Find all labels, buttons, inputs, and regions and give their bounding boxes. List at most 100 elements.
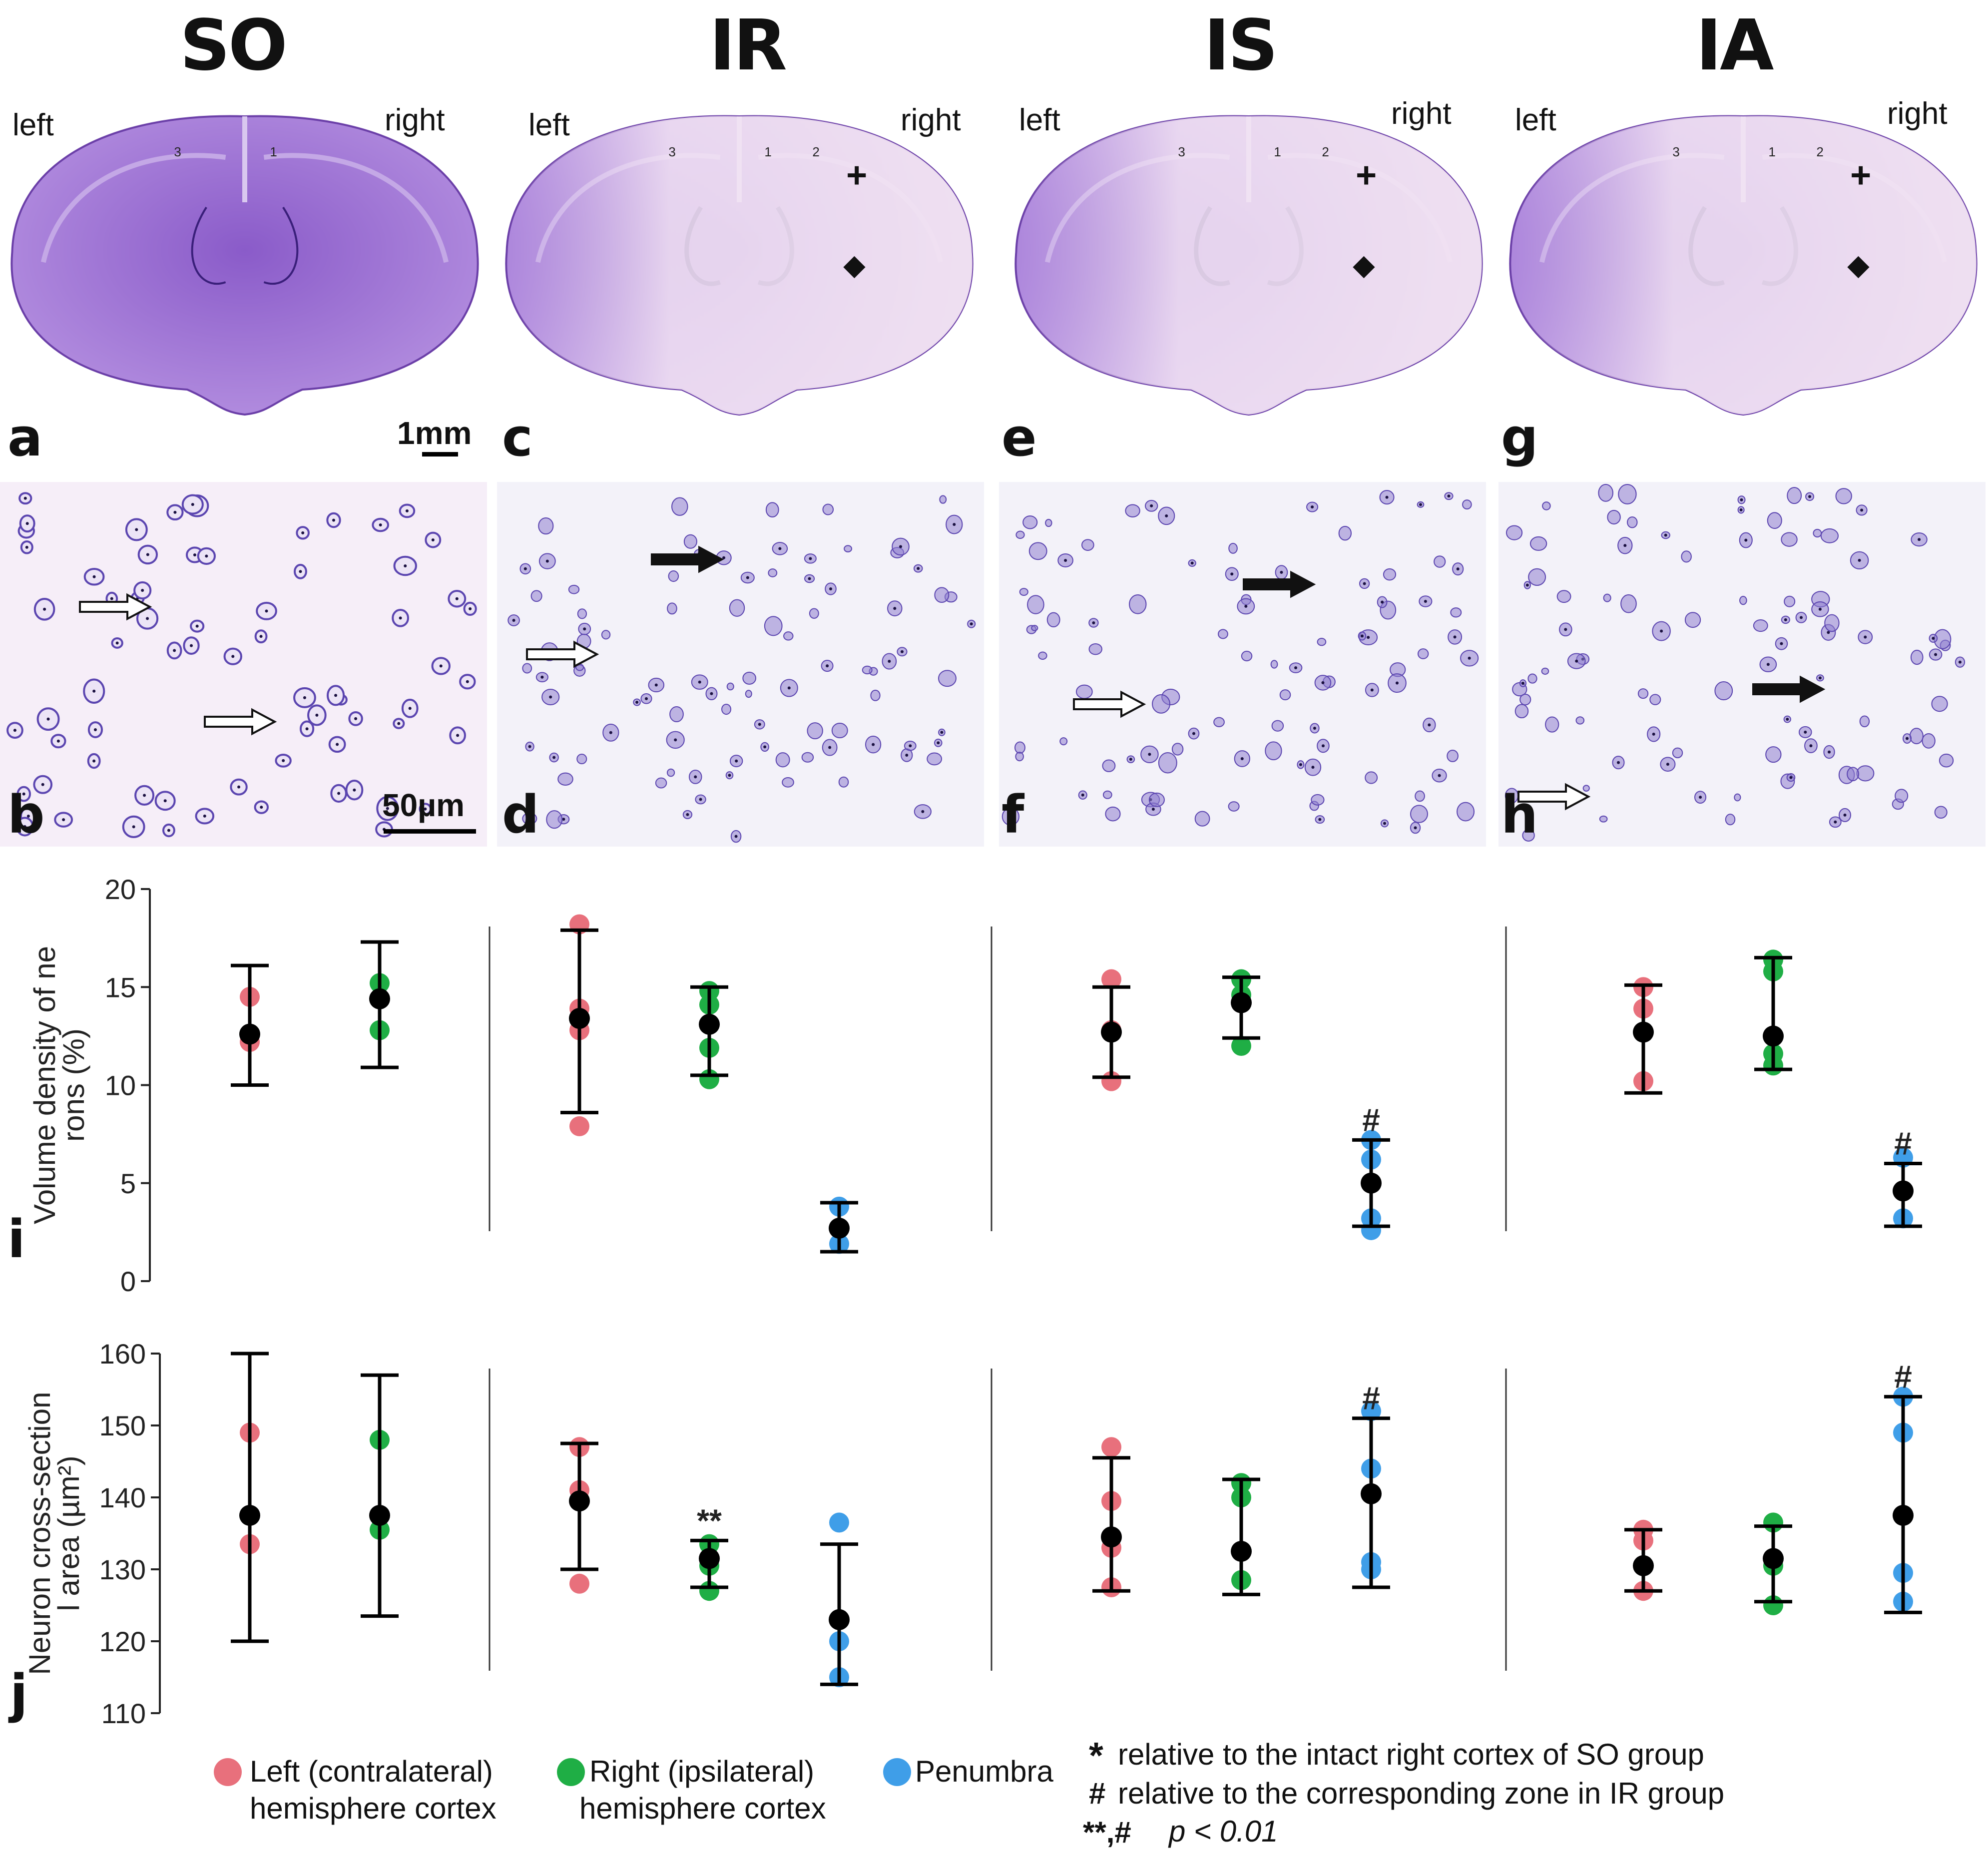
neuron — [1228, 801, 1240, 812]
neuron — [1519, 693, 1531, 706]
nucleolus — [1318, 818, 1322, 821]
nucleolus — [22, 792, 25, 796]
filled-arrow — [651, 545, 724, 573]
nucleolus — [635, 700, 639, 704]
nucleolus — [1804, 730, 1807, 734]
nucleolus — [1165, 514, 1168, 517]
nucleolus — [173, 510, 177, 514]
neuron — [666, 768, 675, 777]
panel-letter-i: i — [7, 1209, 25, 1270]
zone-number: 1 — [270, 144, 277, 159]
nucleolus — [1381, 600, 1384, 604]
diamond-marker: ◆ — [1847, 249, 1870, 281]
nucleolus — [1780, 642, 1783, 645]
nucleolus — [46, 717, 50, 721]
y-tick-label: 15 — [105, 971, 136, 1003]
neuron — [1505, 525, 1523, 540]
scale-bar-1mm-label: 1mm — [397, 415, 472, 451]
nucleolus — [1843, 813, 1847, 817]
neuron — [1556, 590, 1571, 603]
nucleolus — [466, 680, 469, 683]
nucleolus — [404, 564, 407, 567]
legend-hash-text: relative to the corresponding zone in IR… — [1118, 1777, 1725, 1810]
neuron — [1545, 716, 1559, 733]
mean-point — [1101, 1021, 1122, 1043]
nucleolus — [829, 587, 833, 591]
nucleolus — [1784, 618, 1787, 621]
nucleolus — [562, 818, 565, 821]
neuron — [1603, 593, 1611, 602]
panel-letter-g: g — [1501, 407, 1538, 468]
nucleolus — [1864, 635, 1867, 639]
panel-letter-e: e — [1001, 407, 1037, 468]
mean-point — [1231, 992, 1252, 1013]
neuron — [1767, 512, 1782, 529]
data-point-left — [569, 1573, 589, 1594]
plus-marker: + — [846, 155, 867, 195]
neuron — [1338, 525, 1352, 541]
label-left-g: left — [1515, 103, 1556, 137]
nucleolus — [905, 753, 909, 757]
neuron — [838, 776, 849, 788]
nucleolus — [1809, 744, 1813, 748]
neuron — [1038, 651, 1047, 660]
zone-number: 3 — [668, 144, 675, 159]
nucleolus — [1918, 538, 1921, 541]
mean-point — [1763, 1025, 1784, 1047]
neuron — [939, 495, 947, 504]
nucleolus — [25, 522, 29, 525]
neuron — [721, 703, 732, 715]
neuron — [1541, 667, 1549, 675]
nucleolus — [259, 635, 263, 638]
neuron — [1934, 806, 1948, 819]
nucleolus — [1808, 495, 1812, 498]
nucleolus — [1385, 495, 1389, 499]
nucleolus — [1321, 681, 1325, 684]
nucleolus — [528, 745, 531, 748]
nucleolus — [399, 616, 402, 620]
nucleolus — [540, 675, 544, 679]
nucleolus — [1240, 757, 1244, 760]
nucleolus — [469, 607, 472, 610]
nucleolus — [299, 570, 302, 573]
nucleolus — [1383, 822, 1387, 825]
neuron — [1228, 542, 1238, 554]
nucleolus — [1828, 750, 1831, 754]
nucleolus — [1525, 583, 1529, 587]
neuron — [576, 754, 587, 765]
neuron — [1931, 696, 1948, 712]
nucleolus — [674, 738, 677, 742]
nucleolus — [1789, 776, 1793, 779]
nucleolus — [909, 744, 912, 748]
neuron — [1417, 648, 1429, 659]
neuron — [1046, 612, 1060, 628]
neuron — [1575, 716, 1585, 725]
y-axis-label: rons (%) — [57, 1028, 90, 1142]
nucleolus — [778, 547, 782, 550]
nucleolus — [1299, 763, 1302, 766]
scale-bar-50um-label: 50µm — [382, 787, 465, 823]
legend-left-line1: Left (contralateral) — [250, 1755, 493, 1788]
nucleolus — [1575, 659, 1578, 663]
nucleolus — [722, 556, 726, 559]
neuron — [1311, 794, 1325, 806]
legend-right-line1: Right (ipsilateral) — [589, 1755, 815, 1788]
nucleolus — [1064, 558, 1067, 562]
mean-point — [1633, 1021, 1654, 1043]
neuron — [1265, 741, 1282, 761]
nucleolus — [549, 695, 552, 699]
mean-point — [829, 1218, 850, 1239]
nucleolus — [735, 759, 738, 763]
nucleolus — [231, 655, 235, 658]
ischemic-zone — [1510, 116, 1977, 415]
nucleolus — [1660, 629, 1663, 633]
mean-point — [369, 988, 390, 1009]
nucleolus — [456, 734, 460, 737]
nucleolus — [305, 727, 309, 731]
neuron — [1088, 643, 1102, 655]
neuron — [1075, 684, 1093, 699]
nucleolus — [1081, 793, 1084, 797]
nucleolus — [265, 609, 268, 613]
